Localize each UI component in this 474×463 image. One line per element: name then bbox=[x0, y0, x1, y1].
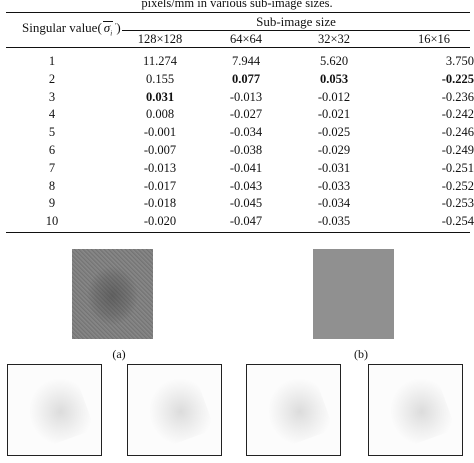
table-row: 7 -0.013 -0.041 -0.031 -0.251 bbox=[0, 161, 474, 179]
figure-b-image bbox=[313, 249, 394, 339]
table-cell: -0.013 bbox=[143, 160, 177, 175]
table-cell: -0.236 bbox=[441, 89, 474, 104]
table-row: 6 -0.007 -0.038 -0.029 -0.249 bbox=[0, 143, 474, 161]
table-cell: -0.029 bbox=[317, 143, 351, 157]
table-caption: pixels/mm in various sub-image sizes. bbox=[141, 0, 333, 10]
table-cell: 11.274 bbox=[143, 54, 177, 68]
table-cell: -0.035 bbox=[317, 214, 351, 229]
sigma-symbol: σi ' bbox=[102, 20, 117, 38]
table-cell: 0.077 bbox=[231, 71, 261, 86]
row-header: Singular value(σi ' ) bbox=[22, 20, 121, 40]
table-cell: -0.251 bbox=[441, 160, 474, 175]
table-cell: -0.246 bbox=[441, 125, 474, 140]
row-index: 9 bbox=[48, 196, 56, 211]
row-index: 7 bbox=[48, 160, 56, 175]
row-index: 8 bbox=[48, 178, 56, 193]
result-image-2 bbox=[127, 364, 222, 456]
table-cell: -0.242 bbox=[441, 107, 474, 122]
row-index: 1 bbox=[48, 54, 56, 68]
table-row: 8 -0.017 -0.043 -0.033 -0.252 bbox=[0, 179, 474, 197]
table-cell: 0.008 bbox=[145, 107, 175, 122]
figure-b-label: (b) bbox=[354, 347, 368, 361]
table-top-rule bbox=[6, 12, 470, 14]
column-header-32: 32×32 bbox=[317, 32, 351, 46]
table-row: 9 -0.018 -0.045 -0.034 -0.253 bbox=[0, 196, 474, 214]
table-bottom-rule bbox=[6, 232, 470, 234]
table-cell: -0.043 bbox=[229, 178, 263, 193]
row-index: 5 bbox=[48, 125, 56, 140]
table-cell: 0.053 bbox=[319, 71, 349, 86]
result-image-1 bbox=[7, 364, 102, 456]
table-cell: -0.018 bbox=[143, 196, 177, 211]
row-index: 4 bbox=[48, 107, 56, 122]
table-cell: -0.007 bbox=[143, 143, 177, 157]
table-cell: -0.033 bbox=[317, 178, 351, 193]
table-cell: -0.034 bbox=[317, 196, 351, 211]
row-header-close: ) bbox=[116, 20, 121, 35]
table-row: 10 -0.020 -0.047 -0.035 -0.254 bbox=[0, 214, 474, 232]
table-cell: -0.027 bbox=[229, 107, 263, 122]
table-header-rule bbox=[6, 47, 470, 48]
table-row: 3 0.031 -0.013 -0.012 -0.236 bbox=[0, 90, 474, 108]
table-row: 4 0.008 -0.027 -0.021 -0.242 bbox=[0, 107, 474, 125]
table-row: 5 -0.001 -0.034 -0.025 -0.246 bbox=[0, 125, 474, 143]
column-header-16: 16×16 bbox=[417, 32, 451, 46]
figure-a-label: (a) bbox=[112, 347, 126, 361]
table-cell: -0.041 bbox=[229, 160, 263, 175]
table-cell: -0.252 bbox=[441, 178, 474, 193]
figure-a-image bbox=[72, 249, 159, 339]
table-cell: 3.750 bbox=[445, 54, 474, 68]
table-cell: -0.034 bbox=[229, 125, 263, 140]
table-cell: -0.021 bbox=[317, 107, 351, 122]
group-header: Sub-image size bbox=[256, 14, 336, 29]
table-cell: 5.620 bbox=[319, 54, 349, 68]
table-row: 2 0.155 0.077 0.053 -0.225 bbox=[0, 72, 474, 90]
table-cell: -0.253 bbox=[441, 196, 474, 211]
table-cell: 7.944 bbox=[231, 54, 261, 68]
row-header-text: Singular value( bbox=[22, 20, 102, 35]
table-cell: -0.001 bbox=[143, 125, 177, 140]
table-cell: -0.031 bbox=[317, 160, 351, 175]
table-cell: -0.025 bbox=[317, 125, 351, 140]
result-image-4 bbox=[368, 364, 463, 456]
column-header-128: 128×128 bbox=[137, 32, 183, 46]
table-cell: -0.038 bbox=[229, 143, 263, 157]
table-cell: -0.012 bbox=[317, 89, 351, 104]
table-cell: -0.047 bbox=[229, 214, 263, 229]
table-cell: -0.249 bbox=[441, 143, 474, 157]
table-cell: 0.031 bbox=[145, 89, 175, 104]
table-cell: -0.254 bbox=[441, 214, 474, 229]
row-index: 6 bbox=[48, 143, 56, 157]
table-cell: -0.013 bbox=[229, 89, 263, 104]
table-cell: 0.155 bbox=[145, 71, 175, 86]
row-index: 2 bbox=[48, 71, 56, 86]
table-cell: -0.017 bbox=[143, 178, 177, 193]
row-index: 10 bbox=[45, 214, 59, 229]
group-header-rule bbox=[122, 30, 470, 31]
column-header-64: 64×64 bbox=[229, 32, 263, 46]
row-index: 3 bbox=[48, 89, 56, 104]
table-row: 1 11.274 7.944 5.620 3.750 bbox=[0, 54, 474, 72]
table-cell: -0.225 bbox=[441, 71, 474, 86]
result-image-3 bbox=[246, 364, 341, 456]
table-cell: -0.045 bbox=[229, 196, 263, 211]
table-cell: -0.020 bbox=[143, 214, 177, 229]
